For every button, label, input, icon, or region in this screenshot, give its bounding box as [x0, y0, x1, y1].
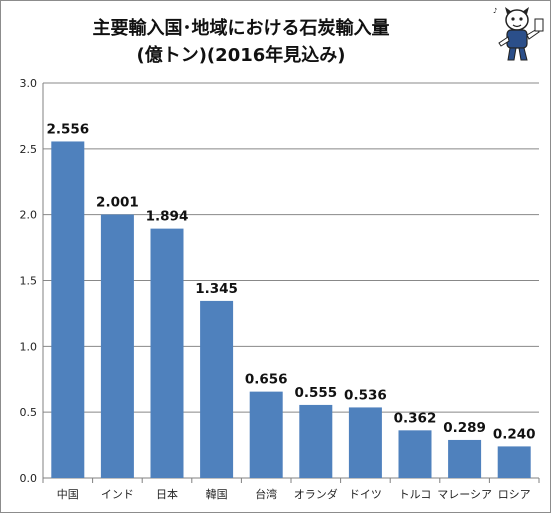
bar [299, 404, 333, 478]
y-tick-label: 0.0 [20, 472, 38, 485]
bar [249, 391, 283, 478]
data-label: 0.240 [493, 426, 536, 442]
data-label: 0.362 [394, 410, 437, 426]
data-label: 0.289 [443, 420, 486, 436]
x-category-label: ドイツ [349, 488, 382, 501]
y-tick-label: 1.5 [20, 275, 38, 288]
bar [100, 214, 134, 478]
x-category-label: 中国 [57, 488, 79, 501]
bar [448, 439, 482, 478]
x-category-label: トルコ [399, 488, 432, 501]
x-category-label: 台湾 [255, 487, 277, 501]
x-category-label: 日本 [156, 487, 178, 501]
x-category-label: マレーシア [437, 488, 492, 501]
y-tick-label: 3.0 [20, 77, 38, 90]
data-label: 2.556 [46, 121, 89, 137]
data-label: 2.001 [96, 195, 139, 211]
x-category-label: インド [101, 488, 134, 501]
data-label: 1.894 [146, 209, 189, 225]
y-tick-label: 1.0 [20, 340, 38, 353]
bar [150, 228, 184, 478]
x-category-label: オランダ [294, 487, 338, 501]
data-label: 1.345 [195, 281, 238, 297]
y-tick-label: 2.0 [20, 209, 38, 222]
svg-text:♪: ♪ [493, 7, 497, 15]
x-category-label: ロシア [498, 488, 531, 501]
y-tick-label: 0.5 [20, 406, 38, 419]
data-label: 0.656 [245, 372, 288, 388]
bar [200, 300, 234, 478]
x-category-label: 韓国 [206, 488, 228, 501]
mascot-icon: ♪ [493, 7, 544, 61]
chart-title-line2: (億トン)(2016年見込み) [136, 45, 346, 66]
bar [497, 446, 531, 478]
bar [51, 141, 85, 478]
bar [398, 430, 432, 478]
bar [348, 407, 382, 478]
y-tick-label: 2.5 [20, 143, 38, 156]
chart-title-line1: 主要輸入国･地域における石炭輸入量 [92, 18, 390, 39]
data-label: 0.555 [294, 385, 337, 401]
data-label: 0.536 [344, 387, 387, 403]
